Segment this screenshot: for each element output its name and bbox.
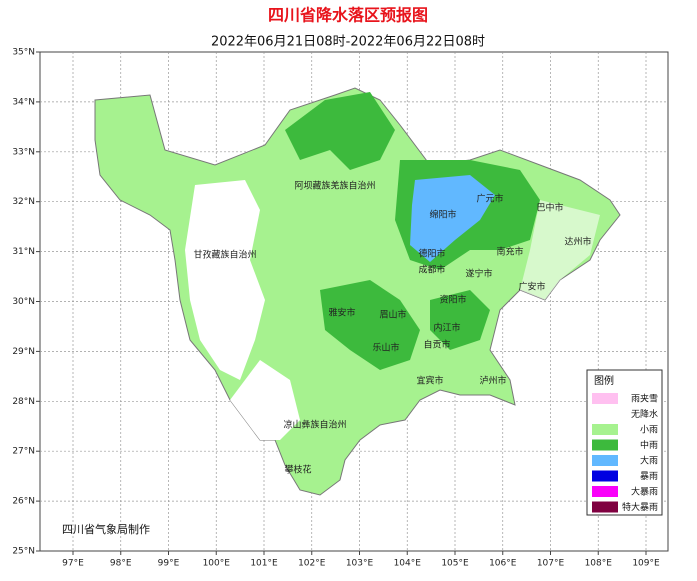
legend-label: 小雨 — [640, 425, 658, 436]
legend-swatch — [592, 486, 618, 497]
legend-swatch — [592, 439, 618, 451]
lat-label: 29°N — [12, 347, 35, 357]
city-label: 阿坝藏族羌族自治州 — [294, 180, 375, 192]
lon-label: 106°E — [489, 559, 517, 569]
lon-label: 98°E — [110, 559, 132, 569]
city-label: 成都市 — [418, 264, 445, 276]
legend-label: 大暴雨 — [631, 486, 658, 498]
city-label: 甘孜藏族自治州 — [193, 249, 256, 261]
legend-swatch — [592, 393, 618, 404]
lon-label: 99°E — [158, 559, 180, 569]
lon-label: 109°E — [632, 559, 660, 569]
legend-label: 大雨 — [640, 455, 658, 467]
city-label: 广元市 — [476, 193, 503, 205]
legend-label: 暴雨 — [640, 471, 658, 482]
legend-swatch — [592, 455, 618, 466]
legend-label: 特大暴雨 — [622, 501, 658, 513]
lat-label: 25°N — [12, 547, 35, 557]
city-label: 乐山市 — [372, 342, 399, 354]
city-label: 宜宾市 — [416, 375, 443, 387]
city-label: 南充市 — [496, 246, 523, 258]
lon-label: 102°E — [298, 559, 326, 569]
city-label: 眉山市 — [379, 309, 406, 321]
province — [94, 87, 621, 496]
lat-label: 33°N — [12, 147, 35, 157]
city-label: 自贡市 — [423, 339, 450, 351]
city-label: 绵阳市 — [429, 209, 456, 221]
legend-label: 无降水 — [631, 408, 658, 420]
city-label: 雅安市 — [328, 307, 355, 319]
city-label: 遂宁市 — [465, 268, 492, 280]
city-label: 巴中市 — [536, 202, 563, 214]
lon-label: 105°E — [441, 559, 469, 569]
city-label: 攀枝花 — [284, 464, 311, 476]
lon-label: 104°E — [394, 559, 422, 569]
lon-label: 100°E — [203, 559, 231, 569]
lat-label: 28°N — [12, 397, 35, 407]
lat-label: 32°N — [12, 197, 35, 207]
lon-label: 103°E — [346, 559, 374, 569]
lon-label: 101°E — [250, 559, 278, 569]
legend-swatch — [592, 424, 618, 435]
credit: 四川省气象局制作 — [62, 522, 150, 536]
lon-label: 107°E — [537, 559, 565, 569]
lat-label: 30°N — [12, 297, 35, 307]
lat-label: 26°N — [12, 497, 35, 507]
legend-swatch — [592, 408, 618, 420]
axes: 35°N 34°N 33°N 32°N 31°N 30°N 29°N 28°N 27°N 26°N… — [12, 48, 660, 569]
city-label: 德阳市 — [418, 248, 445, 260]
lat-label: 31°N — [12, 247, 35, 257]
legend-swatch — [592, 501, 618, 513]
lat-label: 35°N — [12, 48, 35, 58]
legend-title: 图例 — [594, 374, 614, 387]
lat-label: 34°N — [12, 97, 35, 107]
legend-label: 雨夹雪 — [631, 393, 658, 405]
lat-label: 27°N — [12, 447, 35, 457]
legend-label: 中雨 — [640, 439, 658, 451]
city-label: 资阳市 — [439, 294, 466, 306]
city-label: 广安市 — [518, 281, 545, 293]
legend-swatch — [592, 470, 618, 482]
lon-label: 97°E — [62, 559, 84, 569]
subtitle: 2022年06月21日08时-2022年06月22日08时 — [211, 35, 485, 50]
city-label: 达州市 — [564, 236, 591, 248]
city-label: 泸州市 — [479, 375, 506, 387]
city-label: 内江市 — [433, 322, 460, 334]
lon-label: 108°E — [585, 559, 613, 569]
city-label: 凉山彝族自治州 — [283, 419, 346, 431]
title: 四川省降水落区预报图 — [268, 6, 428, 25]
